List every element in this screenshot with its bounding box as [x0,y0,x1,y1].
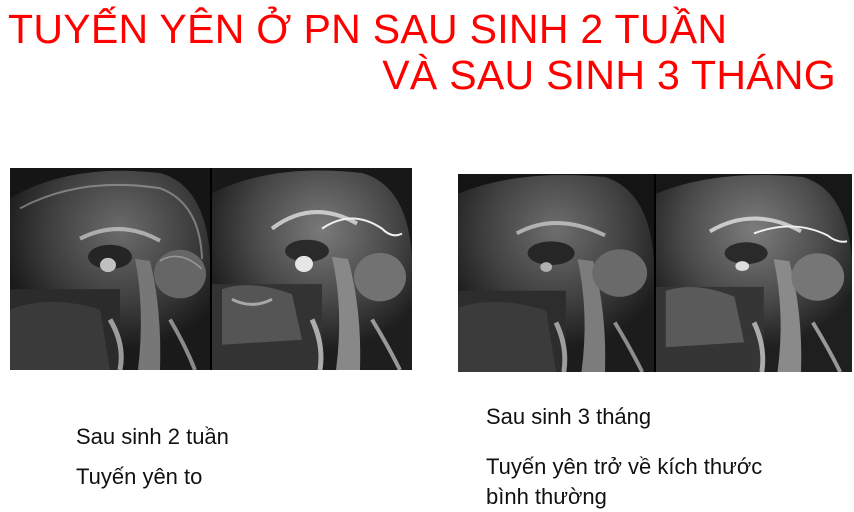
sagittal-mri-image [458,174,654,372]
title-line-2: VÀ SAU SINH 3 THÁNG [382,52,836,98]
finding-3-months-line-2: bình thường [486,484,607,509]
sagittal-mri-contrast-image [212,168,412,370]
slide-title: TUYẾN YÊN Ở PN SAU SINH 2 TUẦN VÀ SAU SI… [0,6,836,98]
sagittal-mri-contrast-image [656,174,852,372]
caption-2-weeks: Sau sinh 2 tuần [76,424,229,449]
caption-3-months: Sau sinh 3 tháng [486,404,652,429]
mri-pair-3-months [458,174,852,372]
finding-2-weeks: Tuyến yên to [76,464,203,489]
mri-pair-2-weeks [10,168,412,370]
sagittal-mri-image [10,168,210,370]
title-line-1: TUYẾN YÊN Ở PN SAU SINH 2 TUẦN [8,6,728,52]
finding-3-months-line-1: Tuyến yên trở về kích thước [486,454,763,479]
finding-3-months: Tuyến yên trở về kích thước bình thường [486,452,762,512]
